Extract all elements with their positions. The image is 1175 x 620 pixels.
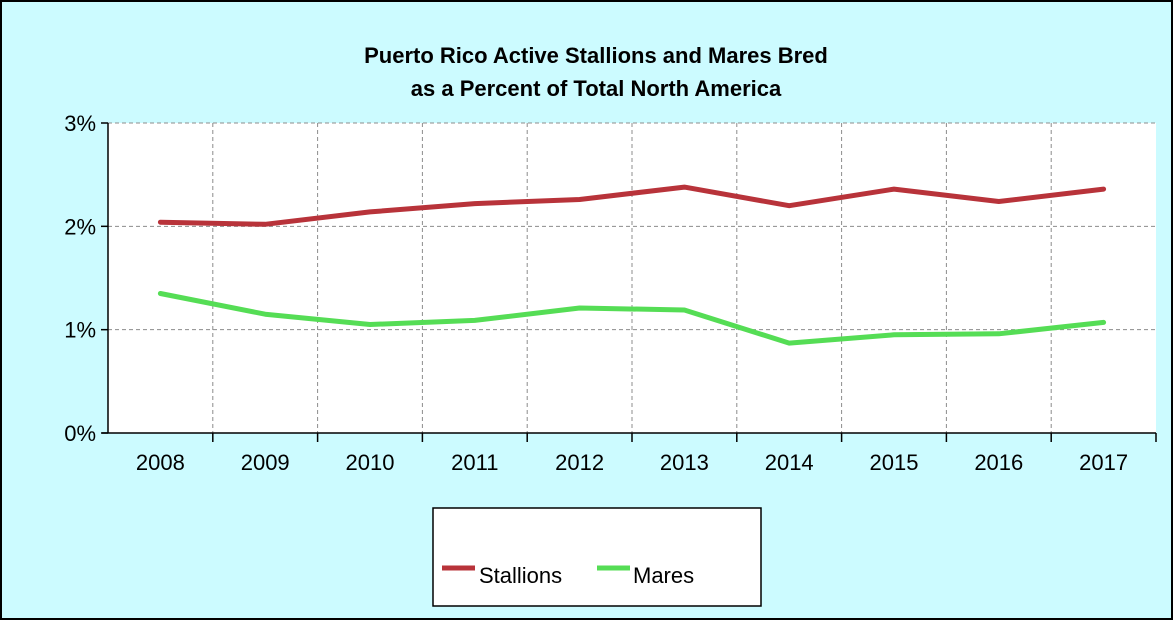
x-tick-label: 2014 bbox=[765, 450, 814, 475]
gridlines bbox=[108, 122, 1156, 433]
x-tick-label: 2013 bbox=[660, 450, 709, 475]
y-axis: 3% 2% 1% 0% bbox=[64, 111, 108, 446]
x-tick-label: 2011 bbox=[451, 450, 498, 475]
legend-box bbox=[432, 507, 762, 607]
x-tick-label: 2008 bbox=[136, 450, 185, 475]
x-axis: 2008 2009 2010 2011 2012 2013 2014 2015 2016 2017 bbox=[136, 433, 1157, 475]
y-tick-label: 1% bbox=[64, 318, 96, 343]
x-tick-label: 2010 bbox=[346, 450, 395, 475]
legend: Stallions Mares bbox=[432, 507, 762, 607]
y-tick-label: 3% bbox=[64, 111, 96, 136]
legend-label-mares: Mares bbox=[633, 563, 694, 588]
x-tick-label: 2017 bbox=[1079, 450, 1128, 475]
legend-label-stallions: Stallions bbox=[479, 563, 562, 588]
x-tick-label: 2009 bbox=[241, 450, 290, 475]
y-tick-label: 0% bbox=[64, 421, 96, 446]
series-line-mares bbox=[157, 291, 1107, 346]
chart-title-line-2: as a Percent of Total North America bbox=[411, 76, 782, 101]
x-tick-label: 2016 bbox=[974, 450, 1023, 475]
series-layer bbox=[157, 184, 1107, 346]
chart-title-line-1: Puerto Rico Active Stallions and Mares B… bbox=[364, 43, 828, 68]
x-tick-label: 2012 bbox=[555, 450, 604, 475]
x-tick-label: 2015 bbox=[870, 450, 919, 475]
y-tick-label: 2% bbox=[64, 214, 96, 239]
series-line-stallions bbox=[157, 184, 1107, 227]
